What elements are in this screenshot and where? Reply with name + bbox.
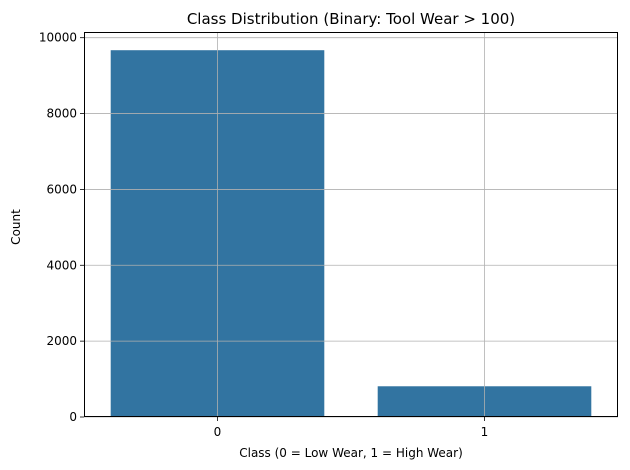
plot-area — [84, 32, 618, 418]
y-axis-ticks: 0 2000 4000 6000 8000 10000 — [39, 31, 84, 424]
y-tick-label: 10000 — [39, 31, 77, 45]
chart-title: Class Distribution (Binary: Tool Wear > … — [187, 10, 515, 28]
x-tick-label-0: 0 — [214, 425, 222, 439]
y-tick-label: 8000 — [46, 107, 77, 121]
x-axis-label: Class (0 = Low Wear, 1 = High Wear) — [239, 446, 463, 460]
y-tick-label: 4000 — [46, 258, 77, 272]
y-tick-label: 0 — [69, 410, 77, 424]
x-tick-label-1: 1 — [481, 425, 489, 439]
y-tick-label: 6000 — [46, 182, 77, 196]
plot-frame — [84, 32, 618, 417]
y-axis-label: Count — [9, 209, 23, 245]
y-tick-label: 2000 — [46, 334, 77, 348]
